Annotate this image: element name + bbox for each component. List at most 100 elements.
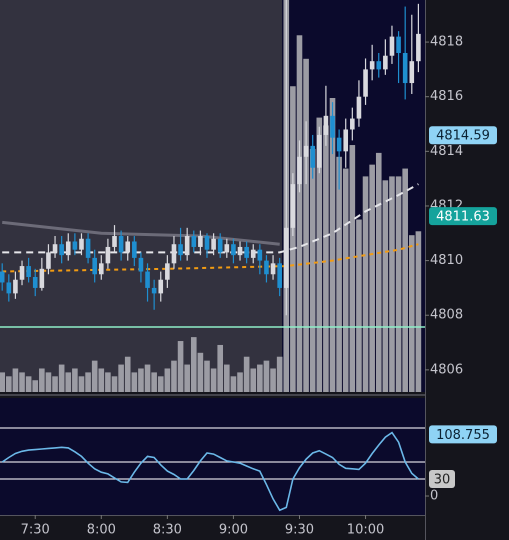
x-tick-label: 7:30: [21, 523, 50, 538]
volume-bar: [144, 364, 151, 392]
volume-bar: [210, 368, 217, 392]
volume-bar: [78, 376, 85, 392]
volume-bar: [124, 356, 131, 392]
candle-body: [59, 244, 64, 256]
candle-body: [330, 115, 335, 138]
volume-bar: [52, 376, 58, 392]
volume-bar: [342, 168, 349, 392]
volume-bar: [250, 368, 257, 392]
candle-body: [92, 257, 97, 275]
volume-bar: [197, 352, 204, 392]
volume-bar: [230, 376, 237, 392]
volume-bar: [65, 372, 72, 392]
candle-body: [283, 227, 289, 288]
x-tick-label: 8:00: [87, 523, 116, 538]
candle-body: [224, 244, 230, 253]
candle-body: [409, 61, 415, 84]
indicator-badge-label: 108.755: [436, 428, 490, 443]
candle-body: [19, 266, 25, 280]
y-tick-label: 4818: [430, 35, 463, 50]
volume-bar: [263, 360, 270, 392]
volume-bar: [237, 372, 243, 392]
candle-body: [270, 263, 276, 275]
indicator-pane: [0, 398, 425, 515]
candle-body: [65, 241, 71, 256]
volume-bar: [72, 368, 78, 392]
volume-bar: [408, 235, 415, 392]
volume-bar: [85, 372, 91, 392]
volume-bar: [290, 86, 296, 393]
candle-body: [310, 145, 315, 168]
candle-body: [389, 36, 395, 56]
candle-body: [125, 241, 131, 253]
candle-body: [244, 246, 249, 258]
candle-body: [317, 134, 322, 168]
candle-body: [376, 61, 382, 70]
candle-body: [198, 236, 203, 247]
candle-body: [383, 55, 388, 70]
volume-bar: [164, 368, 171, 392]
volume-bar: [131, 372, 138, 392]
candle-body: [52, 244, 58, 253]
volume-bar: [336, 156, 342, 392]
volume-bar: [217, 344, 224, 392]
indicator: [0, 427, 425, 512]
volume-bar: [184, 364, 190, 392]
candle-body: [264, 260, 269, 275]
candle-body: [363, 69, 368, 97]
price-badge: [429, 126, 497, 145]
volume-bar: [309, 148, 316, 392]
candle-body: [277, 263, 282, 288]
volume-bar: [270, 368, 276, 392]
volume-bar: [402, 168, 408, 392]
volume-bar: [6, 376, 12, 392]
volume-bar: [19, 372, 25, 392]
candle-body: [132, 241, 137, 258]
candle-body: [39, 268, 45, 288]
volume-bar: [303, 58, 309, 393]
candle-body: [343, 129, 349, 152]
candle-body: [13, 279, 18, 294]
volume-bar: [276, 356, 283, 392]
y-tick-label: 4808: [430, 308, 463, 323]
x-tick-label: 8:30: [153, 523, 182, 538]
indicator-badge: [429, 425, 497, 444]
volume-bar: [382, 180, 389, 392]
candle-body: [402, 52, 408, 84]
y-tick-label: 4806: [430, 362, 463, 377]
volume-bar: [151, 372, 157, 392]
volume-bar: [243, 356, 250, 392]
candle-body: [138, 257, 144, 272]
volume-bar: [190, 337, 197, 392]
volume-bar: [25, 376, 32, 392]
volume-bar: [0, 372, 6, 392]
moving-average: [2, 183, 419, 254]
indicator-line: [1, 431, 419, 512]
candle-body: [204, 236, 210, 250]
volume-bar: [316, 117, 323, 392]
candle-body: [32, 276, 38, 288]
volume-bar: [296, 35, 303, 392]
candle-body: [211, 238, 216, 250]
volume-bar: [356, 219, 362, 392]
volume-bar: [45, 372, 52, 392]
volume-bar: [362, 176, 369, 392]
volume-bar: [329, 98, 336, 392]
candle-body: [237, 246, 243, 256]
candle-body: [303, 145, 309, 157]
x-tick-label: 9:00: [219, 523, 248, 538]
volume-bar: [177, 341, 184, 392]
candle-body: [184, 236, 190, 256]
candle-body: [112, 236, 117, 247]
volume-bar: [58, 364, 65, 392]
candle-body: [151, 287, 157, 294]
candle-body: [85, 238, 91, 258]
volume-bar: [12, 368, 19, 392]
candle-body: [350, 118, 355, 130]
volume-bar: [138, 368, 144, 392]
moving-average: [2, 243, 419, 273]
candle-body: [26, 266, 31, 277]
volume-bar: [91, 360, 98, 392]
candle-body: [0, 271, 5, 283]
